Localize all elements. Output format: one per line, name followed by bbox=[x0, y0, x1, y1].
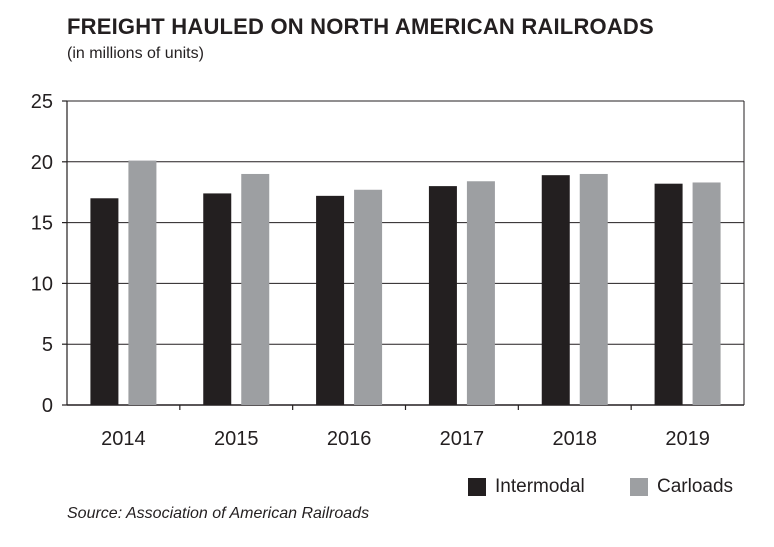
bar-intermodal-2017 bbox=[428, 186, 457, 405]
x-tick-label: 2017 bbox=[440, 428, 485, 450]
y-tick-label: 0 bbox=[42, 395, 53, 417]
x-tick-label: 2018 bbox=[553, 428, 598, 450]
bar-carloads-2019 bbox=[692, 182, 721, 405]
bar-carloads-2015 bbox=[241, 173, 270, 405]
bar-intermodal-2019 bbox=[654, 183, 683, 405]
bar-intermodal-2015 bbox=[203, 193, 232, 405]
chart-title: FREIGHT HAULED ON NORTH AMERICAN RAILROA… bbox=[67, 14, 654, 39]
y-tick-label: 20 bbox=[31, 152, 53, 174]
x-tick-label: 2016 bbox=[327, 428, 372, 450]
legend-label-intermodal: Intermodal bbox=[495, 476, 585, 497]
bar-intermodal-2018 bbox=[541, 175, 570, 405]
bar-carloads-2018 bbox=[579, 173, 608, 405]
source-note: Source: Association of American Railroad… bbox=[67, 505, 370, 522]
chart-subtitle: (in millions of units) bbox=[67, 45, 204, 62]
bar-carloads-2014 bbox=[128, 160, 157, 405]
y-tick-label: 5 bbox=[42, 334, 53, 356]
y-tick-label: 10 bbox=[31, 273, 53, 295]
legend-swatch-carloads bbox=[630, 478, 648, 496]
x-tick-label: 2015 bbox=[214, 428, 259, 450]
y-tick-label: 25 bbox=[31, 91, 53, 113]
bar-carloads-2017 bbox=[466, 181, 495, 405]
legend-item-intermodal: Intermodal bbox=[468, 476, 585, 498]
y-tick-label: 15 bbox=[31, 213, 53, 235]
x-tick-label: 2019 bbox=[665, 428, 710, 450]
bar-intermodal-2014 bbox=[90, 198, 119, 405]
legend-label-carloads: Carloads bbox=[657, 476, 734, 497]
bar-intermodal-2016 bbox=[316, 195, 345, 405]
legend-swatch-intermodal bbox=[468, 478, 486, 496]
bar-carloads-2016 bbox=[354, 189, 383, 405]
x-tick-label: 2014 bbox=[101, 428, 146, 450]
legend-item-carloads: Carloads bbox=[630, 476, 733, 498]
